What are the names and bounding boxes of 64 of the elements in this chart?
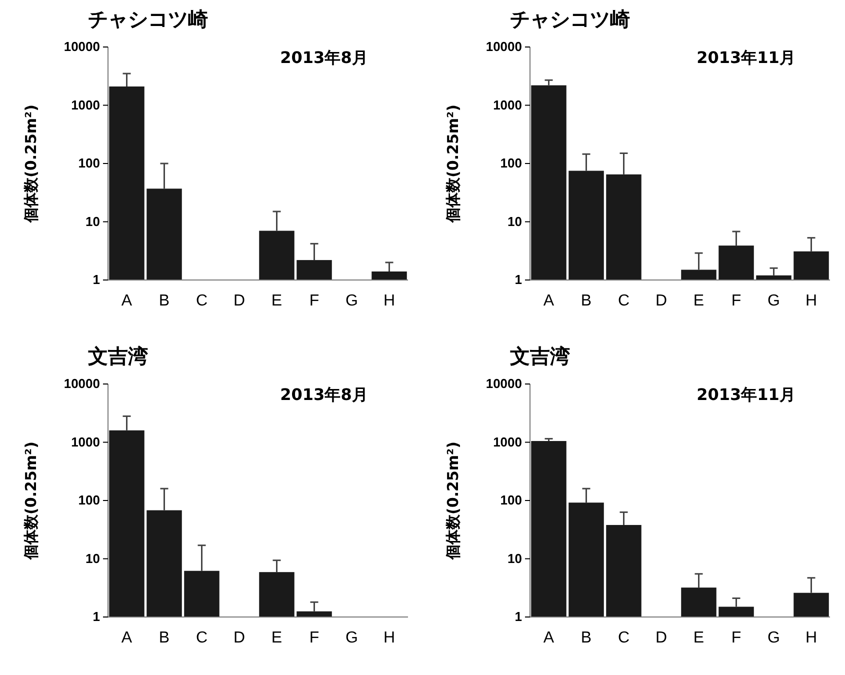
x-tick-label: F — [731, 629, 742, 646]
x-tick-label: A — [543, 292, 554, 310]
y-tick-label: 1000 — [71, 97, 100, 112]
x-tick-label: G — [768, 629, 780, 646]
y-tick-label: 100 — [500, 492, 522, 508]
y-tick-label: 10000 — [486, 39, 522, 54]
x-tick-label: E — [693, 629, 704, 646]
y-tick-label: 10 — [86, 214, 100, 229]
y-tick-label: 10000 — [64, 376, 100, 392]
y-tick-label: 100 — [500, 156, 522, 171]
x-tick-label: D — [655, 292, 668, 310]
y-tick-label: 10 — [508, 214, 522, 229]
chart-title: 文吉湾 — [87, 344, 148, 368]
y-tick-label: 10 — [86, 550, 100, 566]
y-axis-title: 個体数(0.25m²) — [444, 442, 462, 560]
x-tick-label: F — [309, 292, 320, 310]
y-tick-label: 100 — [78, 156, 100, 171]
x-tick-label: H — [805, 292, 818, 310]
annotation: 2013年11月 — [696, 48, 796, 67]
x-tick-label: A — [543, 629, 554, 646]
x-tick-label: D — [655, 629, 668, 646]
x-tick-label: C — [196, 629, 208, 646]
x-tick-label: C — [618, 292, 630, 310]
x-tick-label: C — [618, 629, 630, 646]
y-tick-label: 1 — [514, 272, 522, 288]
x-tick-label: G — [768, 292, 780, 310]
y-axis-title: 個体数(0.25m²) — [22, 442, 40, 560]
y-tick-label: 10000 — [64, 39, 100, 54]
x-tick-label: E — [271, 292, 282, 310]
x-tick-label: A — [121, 629, 132, 646]
y-tick-label: 1 — [92, 609, 100, 624]
y-tick-label: 1000 — [71, 434, 100, 450]
y-tick-label: 1 — [92, 272, 100, 288]
annotation: 2013年8月 — [280, 48, 368, 67]
y-tick-label: 1000 — [493, 434, 522, 450]
x-tick-label: D — [233, 292, 246, 310]
x-tick-label: E — [271, 629, 282, 646]
annotation: 2013年8月 — [280, 385, 368, 404]
y-axis-title: 個体数(0.25m²) — [22, 104, 40, 224]
x-tick-label: B — [580, 292, 592, 310]
x-tick-label: C — [196, 292, 208, 310]
y-tick-label: 1000 — [493, 97, 522, 112]
x-tick-label: H — [383, 292, 396, 310]
x-tick-label: H — [383, 629, 396, 646]
x-tick-label: F — [309, 629, 320, 646]
y-tick-label: 10 — [508, 550, 522, 566]
x-tick-label: A — [121, 292, 132, 310]
x-tick-label: G — [346, 292, 358, 310]
x-tick-label: G — [346, 629, 358, 646]
y-tick-label: 100 — [78, 492, 100, 508]
chart-title: 文吉湾 — [509, 344, 570, 368]
chart-title: チャシコツ崎 — [510, 7, 630, 31]
x-tick-label: F — [731, 292, 742, 310]
x-tick-label: B — [580, 629, 592, 646]
x-tick-label: B — [158, 292, 170, 310]
chart-title: チャシコツ崎 — [88, 7, 208, 31]
x-tick-label: E — [693, 292, 704, 310]
y-tick-label: 10000 — [486, 376, 522, 392]
y-axis-title: 個体数(0.25m²) — [444, 104, 462, 224]
x-tick-label: H — [805, 629, 818, 646]
y-tick-label: 1 — [514, 609, 522, 624]
x-tick-label: D — [233, 629, 246, 646]
x-tick-label: B — [158, 629, 170, 646]
annotation: 2013年11月 — [696, 385, 796, 404]
